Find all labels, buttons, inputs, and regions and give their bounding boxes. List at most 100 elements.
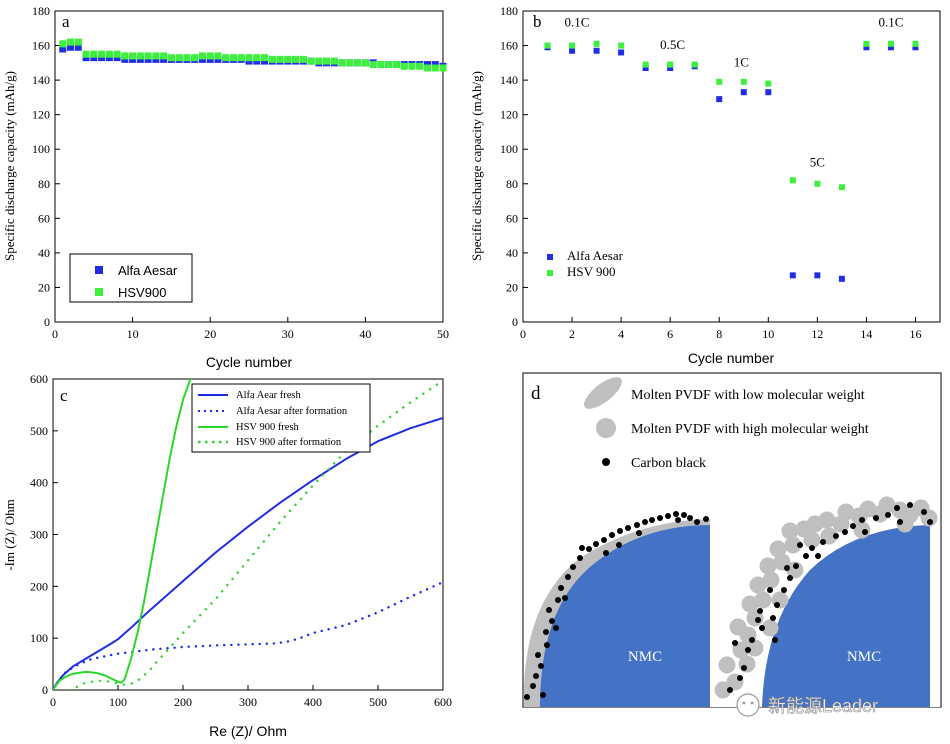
carbon-black-particle xyxy=(727,687,733,693)
rate-annotation: 1C xyxy=(734,54,749,69)
carbon-black-particle xyxy=(732,640,738,646)
carbon-black-particle xyxy=(850,523,856,529)
high-mw-pvdf-legend-icon xyxy=(596,418,616,438)
y-tick-label: 300 xyxy=(30,528,48,542)
carbon-black-particle xyxy=(593,541,599,547)
carbon-black-particle xyxy=(649,517,655,523)
x-tick-label: 40 xyxy=(359,327,371,341)
hsv900-point xyxy=(431,64,439,72)
hsv900-point xyxy=(400,62,408,70)
x-tick-label: 500 xyxy=(369,695,387,709)
alfa-aesar-point xyxy=(569,47,576,54)
carbon-black-particle xyxy=(533,673,539,679)
carbon-black-particle xyxy=(687,515,693,521)
carbon-black-particle xyxy=(642,519,648,525)
hsv900-point xyxy=(369,61,377,69)
panel-c-series xyxy=(53,379,443,690)
hsv900-point xyxy=(330,57,338,65)
y-tick-label: 200 xyxy=(30,579,48,593)
hsv900-point xyxy=(642,61,649,68)
carbon-black-particle xyxy=(549,618,555,624)
carbon-black-particles-left xyxy=(524,511,709,700)
low-mw-pvdf-legend-icon xyxy=(584,377,622,409)
x-tick-label: 50 xyxy=(437,327,449,341)
panel-b-legend-marker-hsv xyxy=(547,270,553,276)
wechat-icon xyxy=(736,693,760,717)
alfa-aesar-point xyxy=(74,43,82,51)
y-tick-label: 40 xyxy=(38,246,50,260)
y-tick-label: 0 xyxy=(512,315,518,329)
wechat-icon-eye-left xyxy=(742,701,746,705)
x-tick-label: 600 xyxy=(434,695,452,709)
panel-b-legend-marker-alfa xyxy=(547,254,553,260)
alfa-aesar-point xyxy=(716,96,723,103)
hsv900-point xyxy=(544,42,551,49)
high-mw-pvdf-particle xyxy=(718,656,736,674)
hsv900-point xyxy=(765,80,772,87)
y-tick-label: 60 xyxy=(506,211,518,225)
carbon-black-particle xyxy=(873,515,879,521)
high-mw-pvdf-particle xyxy=(771,591,789,609)
hsv900-point xyxy=(716,78,723,85)
alfa-aesar-point xyxy=(593,47,600,54)
carbon-black-particles-right xyxy=(727,502,933,693)
y-tick-label: 180 xyxy=(500,4,518,18)
panel-b-legend-hsv: HSV 900 xyxy=(567,264,616,279)
hsv900-point xyxy=(887,40,894,47)
hsv900-point xyxy=(863,40,870,47)
x-tick-label: 300 xyxy=(239,695,257,709)
hsv900-point xyxy=(323,57,331,65)
panel-a-x-axis-label: Cycle number xyxy=(206,354,293,370)
high-mw-pvdf-particle xyxy=(762,571,780,589)
y-tick-label: 500 xyxy=(30,424,48,438)
panel-c-y-axis-label: -Im (Z)/ Ohm xyxy=(2,499,17,570)
hsv900-point xyxy=(569,42,576,49)
y-tick-label: 400 xyxy=(30,476,48,490)
carbon-black-particle xyxy=(609,532,615,538)
carbon-black-particle xyxy=(634,522,640,528)
panel-b-legend: Alfa Aesar HSV 900 xyxy=(547,248,624,279)
panel-d-legend-carbon: Carbon black xyxy=(631,456,706,471)
alfa-aesar-point xyxy=(814,272,821,279)
panel-c-ticks: 0 100 200 300 400 500 600 0 100 200 300 400 500 600 xyxy=(30,372,452,709)
hsv900-point xyxy=(74,38,82,46)
hsv900-point xyxy=(814,180,821,187)
hsv900-point xyxy=(284,55,292,63)
carbon-black-particle xyxy=(770,615,776,621)
carbon-black-particle xyxy=(530,683,536,689)
alfa-fresh-line xyxy=(53,416,443,690)
hsv900-point xyxy=(377,61,385,69)
carbon-black-particle xyxy=(616,542,622,548)
y-tick-label: 140 xyxy=(500,73,518,87)
hsv900-point xyxy=(198,52,206,60)
y-tick-label: 160 xyxy=(32,39,50,53)
hsv900-point xyxy=(299,55,307,63)
hsv900-point xyxy=(82,50,90,58)
wechat-icon-eye-right xyxy=(750,701,754,705)
hsv900-point xyxy=(206,52,214,60)
carbon-black-particle xyxy=(927,519,933,525)
panel-a-legend-marker-hsv xyxy=(95,288,103,296)
hsv900-point xyxy=(276,55,284,63)
panel-b-chart: b 0 2 4 6 8 10 12 14 16020406080100120140160180 … xyxy=(469,4,941,366)
hsv900-point xyxy=(838,184,845,191)
y-tick-label: 160 xyxy=(500,39,518,53)
hsv900-point xyxy=(152,52,160,60)
carbon-black-particle xyxy=(803,553,809,559)
high-mw-pvdf-particle xyxy=(754,591,772,609)
panel-a-legend: Alfa Aesar HSV900 xyxy=(69,253,193,303)
panel-d-legend-low: Molten PVDF with low molecular weight xyxy=(631,388,865,403)
x-tick-label: 0 xyxy=(520,327,526,341)
high-mw-pvdf-particle xyxy=(759,557,777,575)
hsv900-point xyxy=(416,62,424,70)
nmc-label-right: NMC xyxy=(847,649,881,665)
carbon-black-particle xyxy=(657,515,663,521)
carbon-black-particle xyxy=(558,585,564,591)
high-mw-pvdf-particle xyxy=(878,496,896,514)
rate-annotation: 0.1C xyxy=(878,15,903,30)
hsv900-point xyxy=(237,54,245,62)
hsv900-point xyxy=(439,64,447,72)
carbon-black-particle xyxy=(862,529,868,535)
carbon-black-particle xyxy=(820,539,826,545)
panel-c-legend-hsv-formation: HSV 900 after formation xyxy=(236,437,342,448)
